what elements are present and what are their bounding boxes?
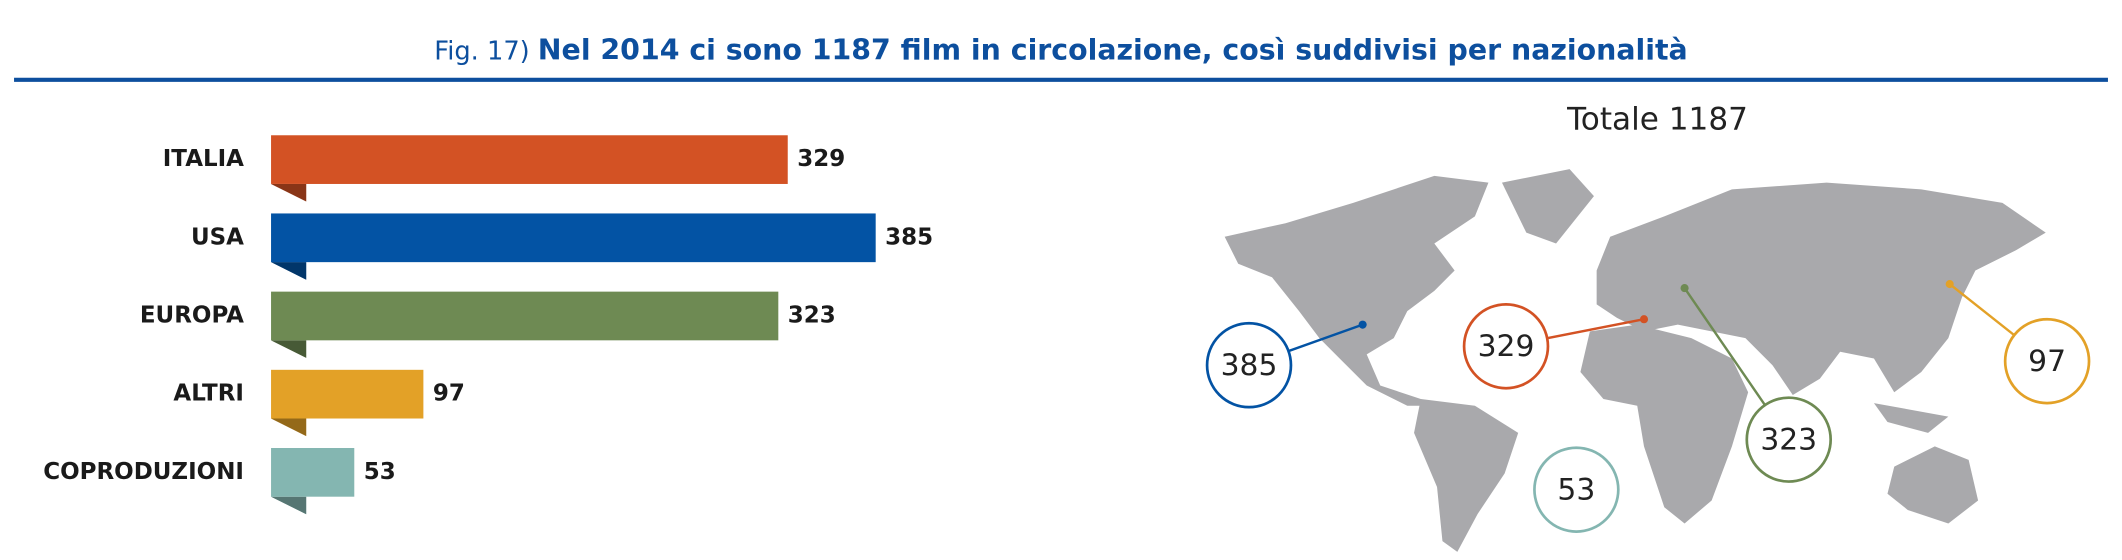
total-label: Totale 1187: [1566, 101, 1748, 137]
eurasia: [1596, 182, 2046, 395]
south-america: [1414, 399, 1519, 552]
value-label: 53: [364, 459, 396, 485]
bar: [271, 213, 876, 263]
bar: [271, 135, 788, 184]
bar-fold: [271, 262, 307, 280]
map-bubble: [1745, 396, 1833, 483]
bar-fold-shade: [271, 262, 307, 280]
bar: [271, 291, 779, 341]
title-text: Nel 2014 ci sono 1187 film in circolazio…: [538, 33, 1688, 66]
north-america: [1224, 175, 1489, 406]
bar: [271, 448, 355, 497]
bar-fold: [271, 496, 307, 515]
category-label: COPRODUZIONI: [43, 459, 244, 485]
bar-fold-shade: [271, 418, 307, 437]
map-bubble-label: 53: [1557, 473, 1595, 508]
australia: [1887, 446, 1979, 524]
map-bubble: [1533, 446, 1620, 533]
figure-label: Fig. 17): [434, 36, 529, 66]
map-bubble: [2003, 317, 2091, 405]
category-label: USA: [191, 224, 244, 250]
bar-fold-shade: [271, 183, 307, 202]
value-label: 97: [433, 381, 465, 407]
map-bubble-label: 329: [1478, 329, 1535, 364]
category-label: EUROPA: [140, 302, 244, 328]
map-bubble: [1462, 302, 1550, 390]
pointer-dot: [1945, 280, 1954, 289]
pointer-dot: [1639, 315, 1649, 324]
chart-title: Fig. 17) Nel 2014 ci sono 1187 film in ci…: [434, 33, 1687, 66]
world-map: [1224, 169, 2046, 552]
category-label: ITALIA: [163, 146, 244, 172]
value-label: 329: [797, 146, 845, 172]
greenland: [1501, 169, 1594, 244]
bar-fold: [271, 418, 307, 437]
bar-fold: [271, 183, 307, 202]
pointer-dot: [1358, 320, 1367, 329]
map-bubble: [1205, 321, 1293, 409]
map-bubble-label: 97: [2028, 344, 2066, 379]
bar-fold-shade: [271, 340, 307, 358]
value-label: 323: [788, 302, 836, 328]
bar: [271, 369, 424, 419]
bar-fold-shade: [271, 496, 307, 515]
value-label: 385: [885, 224, 933, 250]
map-bubble-label: 323: [1760, 422, 1817, 457]
map-bubble-label: 385: [1221, 348, 1278, 383]
africa: [1580, 324, 1749, 524]
category-label: ALTRI: [173, 381, 244, 407]
indonesia: [1873, 403, 1949, 433]
pointer-dot: [1680, 284, 1689, 293]
